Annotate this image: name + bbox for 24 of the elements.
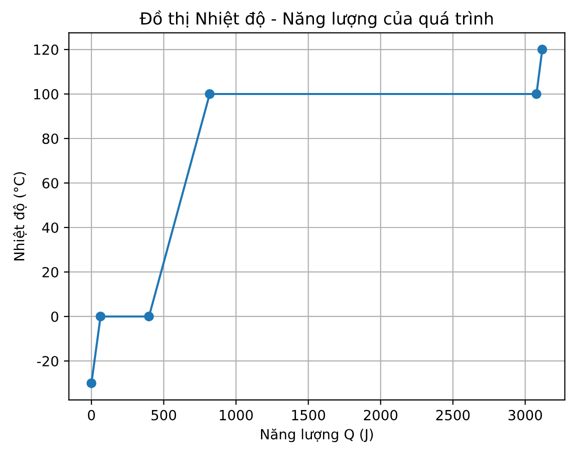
y-axis-title: Nhiệt độ (°C) bbox=[13, 172, 27, 260]
x-tick-label: 500 bbox=[152, 410, 176, 420]
point bbox=[96, 312, 106, 322]
x-tick-label: 2500 bbox=[436, 410, 470, 420]
point bbox=[532, 89, 542, 99]
y-tick-label: 20 bbox=[42, 266, 58, 278]
y-tick-label: 40 bbox=[42, 222, 58, 233]
point bbox=[86, 378, 96, 388]
x-axis-title: Năng lượng Q (J) bbox=[261, 428, 373, 442]
x-tick-label: 2000 bbox=[364, 410, 398, 420]
x-tick-label: 3000 bbox=[508, 410, 542, 420]
point bbox=[204, 89, 215, 99]
point bbox=[144, 312, 154, 322]
y-tick-label: 120 bbox=[34, 44, 58, 55]
x-tick-label: 0 bbox=[88, 410, 95, 420]
y-tick-label: 80 bbox=[42, 133, 58, 144]
y-tick-label: 100 bbox=[34, 88, 58, 100]
y-tick-label: 60 bbox=[42, 178, 58, 188]
chart-title: Đồ thị Nhiệt độ - Năng lượng của quá trình bbox=[140, 10, 493, 28]
y-tick-label: 0 bbox=[51, 311, 58, 322]
point bbox=[537, 44, 548, 54]
x-tick-label: 1000 bbox=[220, 410, 253, 420]
x-tick-label: 1500 bbox=[292, 410, 326, 420]
y-tick-label: -20 bbox=[37, 356, 58, 366]
